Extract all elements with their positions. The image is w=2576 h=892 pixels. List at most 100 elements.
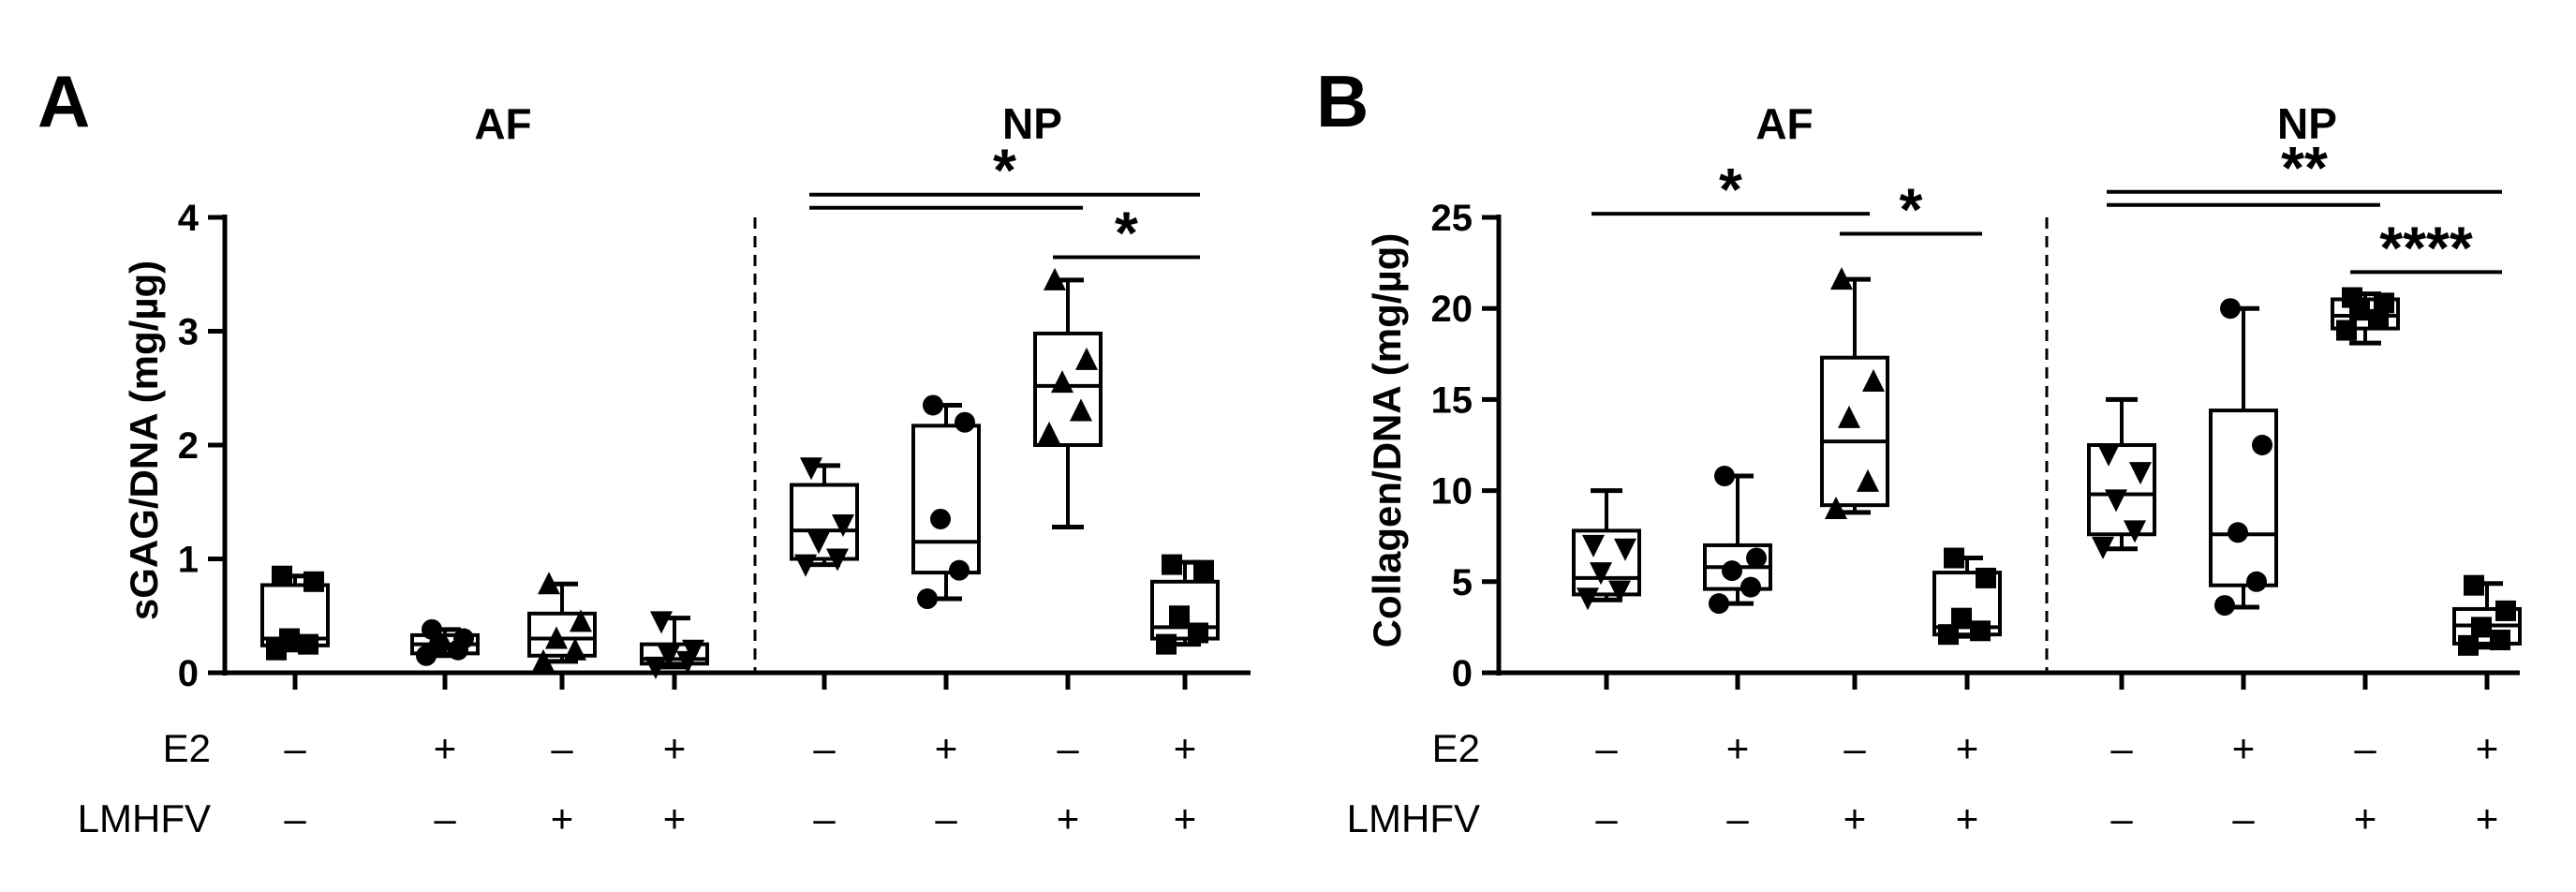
panel-b-y-tick-label: 20 xyxy=(1431,289,1473,330)
box-iqr xyxy=(790,483,859,561)
data-point xyxy=(422,618,442,640)
significance-label: ** xyxy=(2281,134,2328,201)
panel-a-box-6 xyxy=(911,394,981,610)
panel-a-factor-sign: – xyxy=(813,796,836,840)
data-point xyxy=(930,508,951,529)
data-point xyxy=(2458,634,2479,656)
data-point xyxy=(826,548,849,572)
panel-b-factor-sign: + xyxy=(2476,726,2499,770)
panel-b-box-4 xyxy=(1932,547,2002,646)
data-point xyxy=(298,633,318,655)
panel-a-significance-1: * xyxy=(809,137,1200,210)
data-point xyxy=(1862,368,1885,392)
panel-b-group-title-af: AF xyxy=(1755,99,1813,148)
data-point xyxy=(1951,607,1972,629)
panel-a-box-4 xyxy=(640,611,709,679)
panel-a-factor-label-lmhfv: LMHFV xyxy=(78,796,211,840)
data-point xyxy=(570,609,592,632)
data-point xyxy=(1709,593,1729,615)
panel-b-factor-sign: – xyxy=(2110,796,2133,840)
panel-a-factor-sign: + xyxy=(551,796,574,840)
panel-b-significance-2: * xyxy=(1840,175,1982,243)
data-point xyxy=(1970,620,1991,642)
data-point xyxy=(2342,287,2362,308)
data-point xyxy=(923,394,943,416)
panel-a-factor-sign: + xyxy=(434,726,457,770)
data-point xyxy=(955,411,975,433)
data-point xyxy=(1590,562,1612,586)
significance-label: * xyxy=(1900,175,1923,243)
panel-a-factor-sign: + xyxy=(663,726,687,770)
data-point xyxy=(1746,547,1767,569)
data-point xyxy=(453,628,474,649)
panel-a-factor-sign: + xyxy=(1174,796,1197,840)
data-point xyxy=(807,531,830,555)
data-point xyxy=(545,626,568,649)
data-point xyxy=(949,559,970,581)
data-point xyxy=(1976,567,1996,588)
data-point xyxy=(2495,600,2516,621)
data-point xyxy=(2464,574,2484,596)
significance-label: * xyxy=(993,137,1016,204)
panel-b-box-2 xyxy=(1703,466,1772,615)
panel-b-significance-4: **** xyxy=(2350,214,2502,281)
data-point xyxy=(2336,320,2357,341)
data-point xyxy=(800,457,822,481)
panel-a-factor-sign: – xyxy=(1057,726,1079,770)
panel-a-factor-sign: – xyxy=(813,726,836,770)
panel-a-significance-2: * xyxy=(1053,200,1200,267)
data-point xyxy=(2471,617,2492,638)
panel-a-factor-sign: + xyxy=(1174,726,1197,770)
panel-a-y-tick-label: 4 xyxy=(178,198,200,239)
data-point xyxy=(2129,462,2152,485)
panel-a-box-5 xyxy=(790,457,859,577)
panel-a-y-tick-label: 3 xyxy=(178,312,199,353)
panel-a-factor-sign: + xyxy=(663,796,687,840)
data-point xyxy=(2374,292,2394,314)
panel-b-factor-sign: – xyxy=(1843,726,1866,770)
data-point xyxy=(1193,559,1214,581)
panel-a-y-tick-label: 1 xyxy=(178,540,199,581)
data-point xyxy=(2105,489,2127,513)
panel-a-group-title-np: NP xyxy=(1002,99,1062,148)
panel-b-significance-3: ** xyxy=(2107,134,2502,207)
panel-b-group-title-np: NP xyxy=(2277,99,2337,148)
panel-a-factor-sign: – xyxy=(434,796,456,840)
panel-a-box-7 xyxy=(1033,267,1103,529)
data-point xyxy=(538,572,560,595)
panel-a-y-axis-label: sGAG/DNA (mg/µg) xyxy=(122,260,166,620)
data-point xyxy=(2092,536,2114,559)
data-point xyxy=(2246,571,2267,592)
data-point xyxy=(303,571,324,592)
data-point xyxy=(650,611,673,634)
data-point xyxy=(2228,522,2248,543)
panel-b-box-1 xyxy=(1572,488,1641,611)
panel-a-factor-sign: – xyxy=(284,726,306,770)
data-point xyxy=(1577,587,1599,611)
panel-b-box-7 xyxy=(2331,287,2400,346)
data-point xyxy=(2097,443,2120,467)
panel-b-significance-1: * xyxy=(1591,156,1870,223)
panel-b-factor-sign: – xyxy=(1726,796,1749,840)
data-point xyxy=(1051,370,1073,394)
data-point xyxy=(279,628,300,649)
panel-a-chart: A sGAG/DNA (mg/µg) AF NP E2 LMHFV 0 1 2 3 4 *… xyxy=(37,60,1251,840)
data-point xyxy=(682,639,704,662)
panel-a-group-title-af: AF xyxy=(474,99,531,148)
data-point xyxy=(2368,308,2389,330)
panel-b-factor-sign: + xyxy=(2476,796,2499,840)
panel-a-letter: A xyxy=(37,60,90,142)
panel-a-box-1 xyxy=(260,565,330,661)
panel-a-box-3 xyxy=(527,572,597,672)
panel-b-letter: B xyxy=(1316,60,1369,142)
panel-b-y-tick-label: 0 xyxy=(1452,653,1473,694)
data-point xyxy=(1169,605,1190,627)
data-point xyxy=(1070,398,1092,422)
panel-b-y-axis-label: Collagen/DNA (mg/µg) xyxy=(1365,233,1409,648)
data-point xyxy=(1162,554,1182,575)
data-point xyxy=(2220,298,2241,320)
panel-a-box-8 xyxy=(1150,554,1220,655)
panel-a-y-tick-label: 2 xyxy=(178,425,199,467)
data-point xyxy=(1075,347,1098,370)
